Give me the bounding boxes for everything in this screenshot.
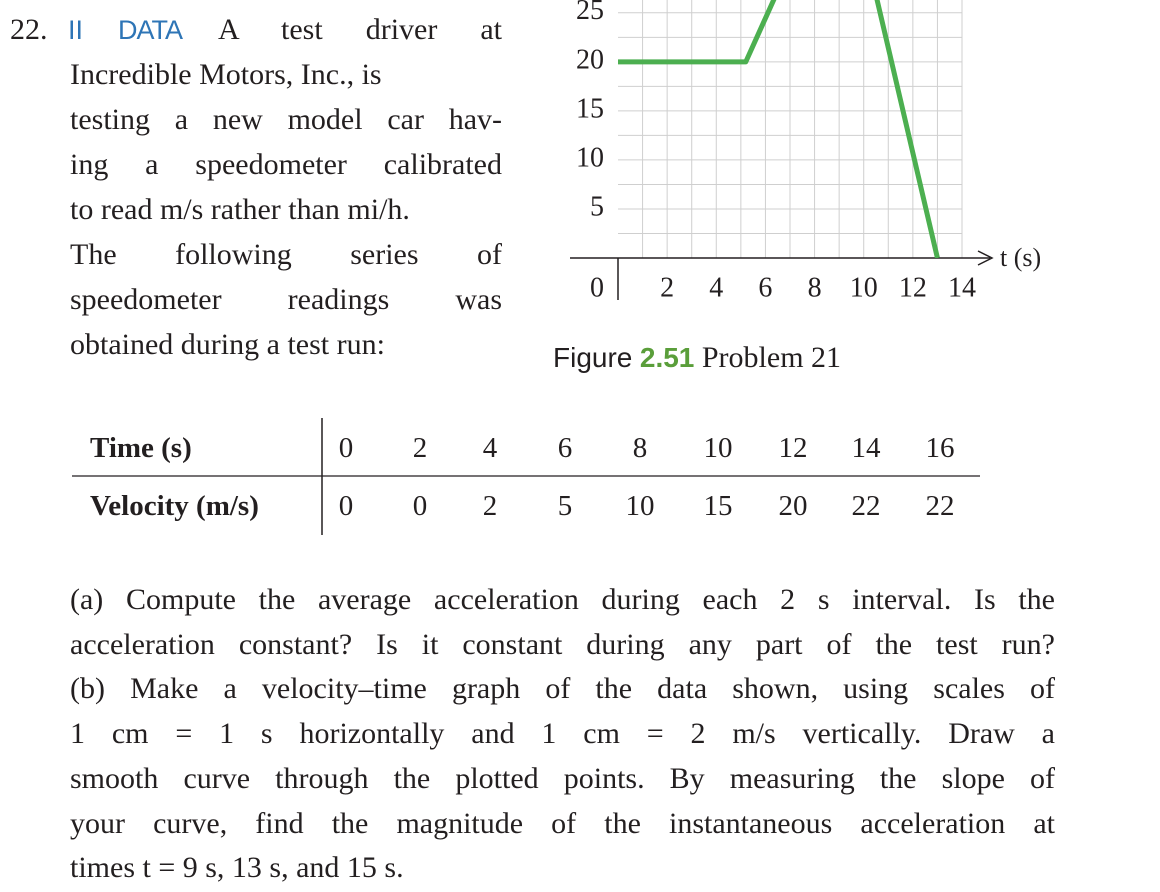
- y-tick-label: 15: [576, 93, 604, 124]
- y-tick-label: 10: [576, 142, 604, 173]
- x-tick-label: 14: [948, 272, 976, 303]
- figure-number: 2.51: [639, 342, 695, 373]
- table-cell: 0: [412, 490, 428, 522]
- data-line: [618, 0, 940, 258]
- table-cell: 5: [557, 490, 573, 522]
- table-cell: 0: [338, 432, 354, 464]
- row-header: Velocity (m/s): [90, 490, 259, 522]
- intro-line: Incredible Motors, Inc., is: [70, 58, 382, 91]
- table-cell: 2: [412, 432, 428, 464]
- table-cell: 4: [482, 432, 498, 464]
- y-tick-label: 20: [576, 44, 604, 75]
- table-cell: 16: [925, 432, 955, 464]
- table-cell: 22: [851, 490, 881, 522]
- table-cell: 10: [625, 490, 655, 522]
- table-cell: 0: [338, 490, 354, 522]
- question-line: smooth curve through the plotted points.…: [70, 761, 1055, 795]
- x-axis-arrow: [977, 250, 994, 266]
- difficulty: II: [68, 15, 84, 45]
- table-cell: 10: [703, 432, 733, 464]
- question-line: times t = 9 s, 13 s, and 15 s.: [70, 851, 404, 885]
- row-header: Time (s): [90, 432, 192, 464]
- table-cell: 15: [703, 490, 733, 522]
- table-cell: 20: [778, 490, 808, 522]
- figure-label: Figure: [553, 342, 633, 373]
- question-line: acceleration constant? Is it constant du…: [70, 627, 1055, 661]
- intro-line: obtained during a test run:: [70, 328, 385, 361]
- intro-line: A test driver at: [218, 13, 502, 46]
- x-tick-label: 8: [808, 272, 822, 303]
- x-tick-label: 12: [899, 272, 927, 303]
- intro-line: testing a new model car hav-: [70, 103, 502, 136]
- question-line: your curve, find the magnitude of the in…: [70, 806, 1055, 840]
- table-cell: 8: [632, 432, 648, 464]
- y-tick-label: 25: [576, 0, 604, 26]
- table-cell: 12: [778, 432, 808, 464]
- table-cell: 6: [557, 432, 573, 464]
- table-cell: 2: [482, 490, 498, 522]
- x-tick-label: 10: [850, 272, 878, 303]
- intro-line: speedometer readings was: [70, 283, 502, 316]
- figure-caption: Figure 2.51 Problem 21: [553, 340, 841, 376]
- intro-line: to read m/s rather than mi/h.: [70, 193, 410, 226]
- x-axis-label: t (s): [1000, 243, 1041, 272]
- origin-label: 0: [590, 272, 604, 303]
- figure-caption-text: Problem 21: [701, 341, 842, 374]
- y-tick-label: 5: [590, 191, 604, 222]
- question-line: (a) Compute the average acceleration dur…: [70, 583, 1055, 616]
- x-tick-label: 4: [709, 272, 723, 303]
- intro-line: The following series of: [70, 238, 502, 271]
- x-tick-label: 2: [660, 272, 674, 303]
- tag: DATA: [118, 15, 183, 45]
- x-tick-label: 6: [758, 272, 772, 303]
- question-line: 1 cm = 1 s horizontally and 1 cm = 2 m/s…: [70, 717, 1055, 751]
- problem-number: 22.: [10, 13, 48, 46]
- table-cell: 22: [925, 490, 955, 522]
- intro-line: ing a speedometer calibrated: [70, 148, 502, 181]
- table-cell: 14: [851, 432, 881, 464]
- question-line: (b) Make a velocity–time graph of the da…: [70, 672, 1055, 706]
